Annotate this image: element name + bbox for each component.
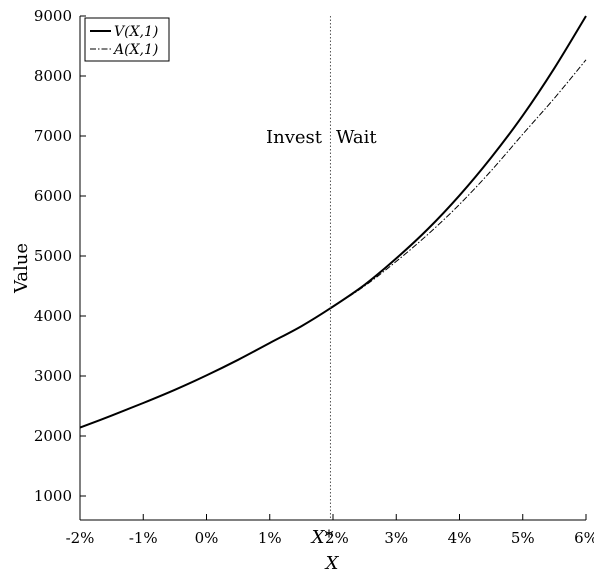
annotation-invest: Invest <box>266 127 323 148</box>
legend-label-a: A(X,1) <box>112 42 158 58</box>
x-tick-label: -2% <box>66 529 95 547</box>
x-tick-label: X* <box>310 527 334 548</box>
y-tick-label: 6000 <box>34 187 72 205</box>
y-tick-label: 4000 <box>34 307 72 325</box>
annotation-wait: Wait <box>336 127 377 148</box>
y-tick-label: 1000 <box>34 487 72 505</box>
series-layer <box>79 15 587 429</box>
y-tick-label: 8000 <box>34 67 72 85</box>
x-tick-label: 4% <box>448 529 472 547</box>
x-tick-label: 0% <box>195 529 219 547</box>
x-axis-title: X <box>324 553 340 573</box>
y-tick-label: 3000 <box>34 367 72 385</box>
legend-box <box>84 17 170 62</box>
y-tick-label: 5000 <box>34 247 72 265</box>
y-tick-label: 2000 <box>34 427 72 445</box>
y-tick-label: 9000 <box>34 7 72 25</box>
y-axis-title: Value <box>11 243 32 294</box>
x-tick-label: 6% <box>574 529 594 547</box>
y-ticks: 1000 2000 3000 4000 5000 6000 7000 8000 9000 <box>34 7 86 505</box>
x-tick-label: 5% <box>511 529 535 547</box>
y-tick-label: 7000 <box>34 127 72 145</box>
legend: V(X,1) A(X,1) <box>84 17 170 62</box>
x-ticks: -2% -1% 0% 1% X*2% 3% 4% 5% 6% <box>66 514 594 548</box>
x-tick-label: 2% <box>325 529 349 547</box>
x-tick-label: 3% <box>384 529 408 547</box>
series-line-a <box>79 59 587 429</box>
legend-label-v: V(X,1) <box>114 24 158 40</box>
axes <box>79 16 586 521</box>
series-line-v <box>79 15 587 429</box>
x-tick-label: 1% <box>258 529 282 547</box>
x-tick-label: -1% <box>129 529 158 547</box>
